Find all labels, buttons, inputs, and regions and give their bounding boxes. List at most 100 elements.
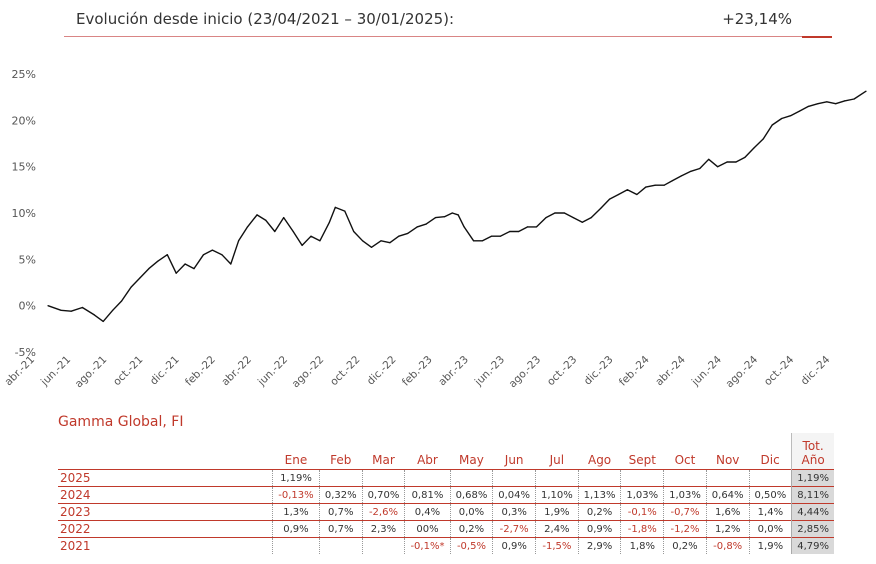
x-tick-label: oct.-24 — [762, 353, 797, 388]
x-tick-label: abr.-24 — [653, 353, 688, 388]
data-point — [826, 101, 828, 103]
total-header-line2: Año — [801, 453, 825, 467]
data-point — [435, 217, 437, 219]
month-value-cell: 1,3% — [272, 503, 320, 521]
table-row: 2024 -0,13% 0,32% 0,70% 0,81% 0,68% 0,04% 1,10%… — [58, 486, 834, 504]
data-point — [609, 198, 611, 200]
year-total-cell: 4,79% — [791, 537, 834, 554]
data-point — [319, 240, 321, 242]
monthly-returns-table: Ene Feb Mar Abr May Jun Jul Ago Sept Oct… — [58, 433, 834, 554]
data-point — [844, 100, 846, 102]
month-value-cell — [272, 537, 320, 554]
data-point — [473, 240, 475, 242]
data-point — [175, 272, 177, 274]
month-value-cell: 0,68% — [449, 486, 493, 504]
data-point — [865, 90, 867, 92]
x-tick-label: feb.-22 — [183, 354, 218, 389]
data-point — [407, 232, 409, 234]
data-point — [708, 158, 710, 160]
year-total-cell: 2,85% — [791, 520, 834, 538]
data-point — [70, 310, 72, 312]
table-month-header: Jul — [549, 453, 565, 467]
data-point — [202, 254, 205, 256]
month-value-cell: 2,9% — [577, 537, 621, 554]
header-divider — [64, 36, 832, 37]
data-point — [353, 230, 355, 233]
data-point — [230, 263, 232, 265]
month-value-cell: 0,64% — [705, 486, 750, 504]
data-point — [636, 193, 638, 196]
header-title: Evolución desde inicio (23/04/2021 – 30/… — [76, 10, 455, 28]
table-month-header: Feb — [330, 453, 352, 467]
data-point — [481, 240, 484, 242]
month-value-cell: 0,0% — [748, 520, 792, 538]
month-value-cell: 1,13% — [577, 486, 621, 504]
data-point — [735, 161, 737, 163]
data-point — [790, 115, 792, 117]
table-month-header: Sept — [628, 453, 656, 467]
month-value-cell: 1,19% — [272, 469, 320, 487]
year-cell: 2021 — [58, 537, 273, 554]
performance-header: Evolución desde inicio (23/04/2021 – 30/… — [64, 6, 832, 38]
data-point — [328, 221, 330, 223]
data-point — [166, 254, 168, 256]
data-point — [645, 186, 647, 188]
month-value-cell: 2,4% — [535, 520, 579, 538]
x-tick-label: dic.-21 — [148, 354, 182, 388]
data-point — [184, 263, 186, 265]
data-point — [853, 98, 855, 100]
y-tick-label: 15% — [12, 161, 36, 174]
x-tick-label: jun.-24 — [689, 353, 724, 388]
x-tick-label: feb.-23 — [400, 354, 435, 389]
x-tick-label: ago.-21 — [73, 354, 110, 391]
data-point — [699, 167, 701, 170]
x-tick-label: jun.-21 — [38, 354, 73, 389]
table-month-header: Dic — [760, 453, 780, 467]
month-value-cell: 0,50% — [748, 486, 792, 504]
x-tick-label: abr.-22 — [219, 354, 254, 389]
month-value-cell: 00% — [404, 520, 451, 538]
month-value-cell: 0,81% — [404, 486, 451, 504]
y-tick-label: 20% — [12, 114, 36, 127]
month-value-cell — [705, 469, 750, 487]
data-point — [344, 210, 346, 212]
data-point — [193, 268, 195, 270]
table-month-header: Mar — [372, 453, 395, 467]
month-value-cell: 0,9% — [272, 520, 320, 538]
data-point — [148, 268, 150, 270]
table-header-row: Ene Feb Mar Abr May Jun Jul Ago Sept Oct… — [58, 433, 834, 470]
month-value-cell: -0,13% — [272, 486, 320, 504]
month-value-cell: 1,03% — [663, 486, 707, 504]
year-cell: 2025 — [58, 469, 273, 487]
month-value-cell: 0,2% — [577, 503, 621, 521]
data-point — [370, 246, 373, 248]
y-tick-label: 5% — [19, 253, 36, 266]
month-value-cell: 1,10% — [535, 486, 579, 504]
data-point — [130, 286, 132, 288]
data-point — [527, 226, 529, 228]
year-total-cell: 4,44% — [791, 503, 834, 521]
data-point — [256, 214, 258, 216]
year-cell: 2023 — [58, 503, 273, 521]
fund-title: Gamma Global, FI — [58, 414, 184, 430]
table-row: 2023 1,3% 0,7% -2,6% 0,4% 0,0% 0,3% 1,9% 0,2% -0,… — [58, 503, 834, 521]
data-point — [292, 230, 294, 233]
data-point — [246, 226, 249, 228]
month-value-cell — [535, 469, 579, 487]
data-point — [626, 189, 629, 191]
month-value-cell: -1,5% — [535, 537, 579, 554]
data-point — [600, 207, 602, 209]
table-month-header: Ago — [587, 453, 612, 467]
table-month-header: Ene — [284, 453, 308, 467]
header-total-return: +23,14% — [722, 10, 792, 28]
year-cell: 2024 — [58, 486, 273, 504]
data-point — [563, 212, 566, 214]
data-point — [362, 240, 364, 242]
data-point — [835, 103, 837, 105]
x-tick-label: jun.-22 — [255, 354, 290, 389]
data-point — [112, 309, 114, 311]
month-value-cell: -0,5% — [449, 537, 493, 554]
table-month-header: Abr — [417, 453, 438, 467]
data-point — [443, 216, 446, 218]
data-point — [274, 230, 276, 233]
